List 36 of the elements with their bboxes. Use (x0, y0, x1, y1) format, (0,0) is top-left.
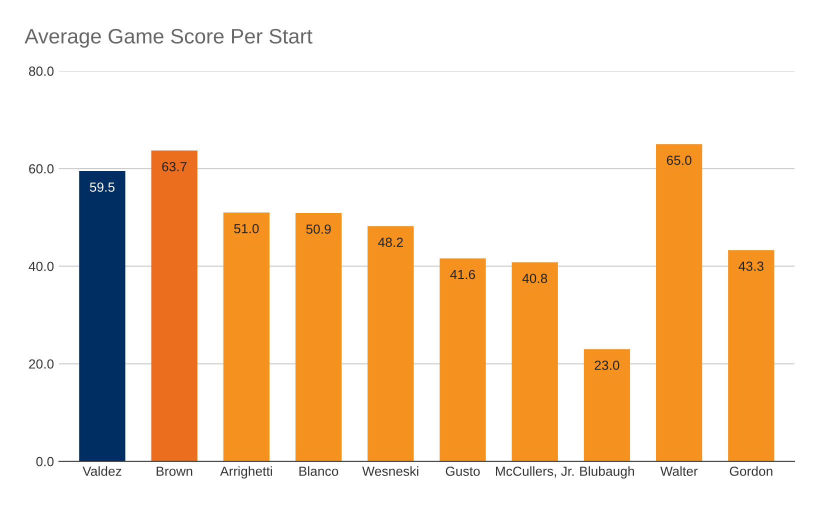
data-label: 43.3 (738, 262, 764, 271)
data-label: 48.2 (378, 238, 403, 247)
bar (440, 258, 486, 462)
y-tick-label: 20.0 (29, 359, 54, 369)
bar (368, 226, 414, 462)
bar (728, 250, 774, 462)
data-label: 63.7 (162, 162, 187, 172)
x-tick-label: Gusto (446, 466, 480, 476)
y-tick-label: 60.0 (29, 164, 54, 174)
chart-title: Average Game Score Per Start (24, 28, 312, 48)
bar (151, 150, 198, 462)
data-label: 51.0 (234, 224, 259, 234)
y-tick-label: 0.0 (36, 456, 54, 466)
x-tick-label: Arrighetti (220, 466, 272, 479)
data-label: 59.5 (90, 182, 115, 192)
bar (512, 262, 558, 462)
data-label: 23.0 (594, 360, 620, 370)
x-tick-label: Wesneski (362, 466, 418, 476)
bar (584, 349, 630, 462)
data-label: 65.0 (666, 156, 692, 165)
x-tick-label: McCullers, Jr. (496, 466, 574, 478)
x-tick-label: Brown (156, 466, 192, 476)
bar (656, 144, 702, 462)
bar (79, 171, 126, 462)
x-tick-label: Valdez (82, 466, 122, 476)
data-label: 40.8 (522, 274, 548, 284)
x-tick-label: Blanco (299, 466, 338, 476)
y-tick-label: 80.0 (29, 66, 54, 76)
y-tick-label: 40.0 (28, 262, 54, 272)
bar (295, 212, 342, 462)
data-label: 41.6 (450, 270, 476, 280)
x-tick-label: Gordon (730, 466, 772, 476)
data-label: 50.9 (306, 224, 331, 234)
x-tick-label: Walter (660, 466, 698, 476)
bar (223, 212, 270, 462)
x-tick-label: Blubaugh (580, 466, 634, 479)
